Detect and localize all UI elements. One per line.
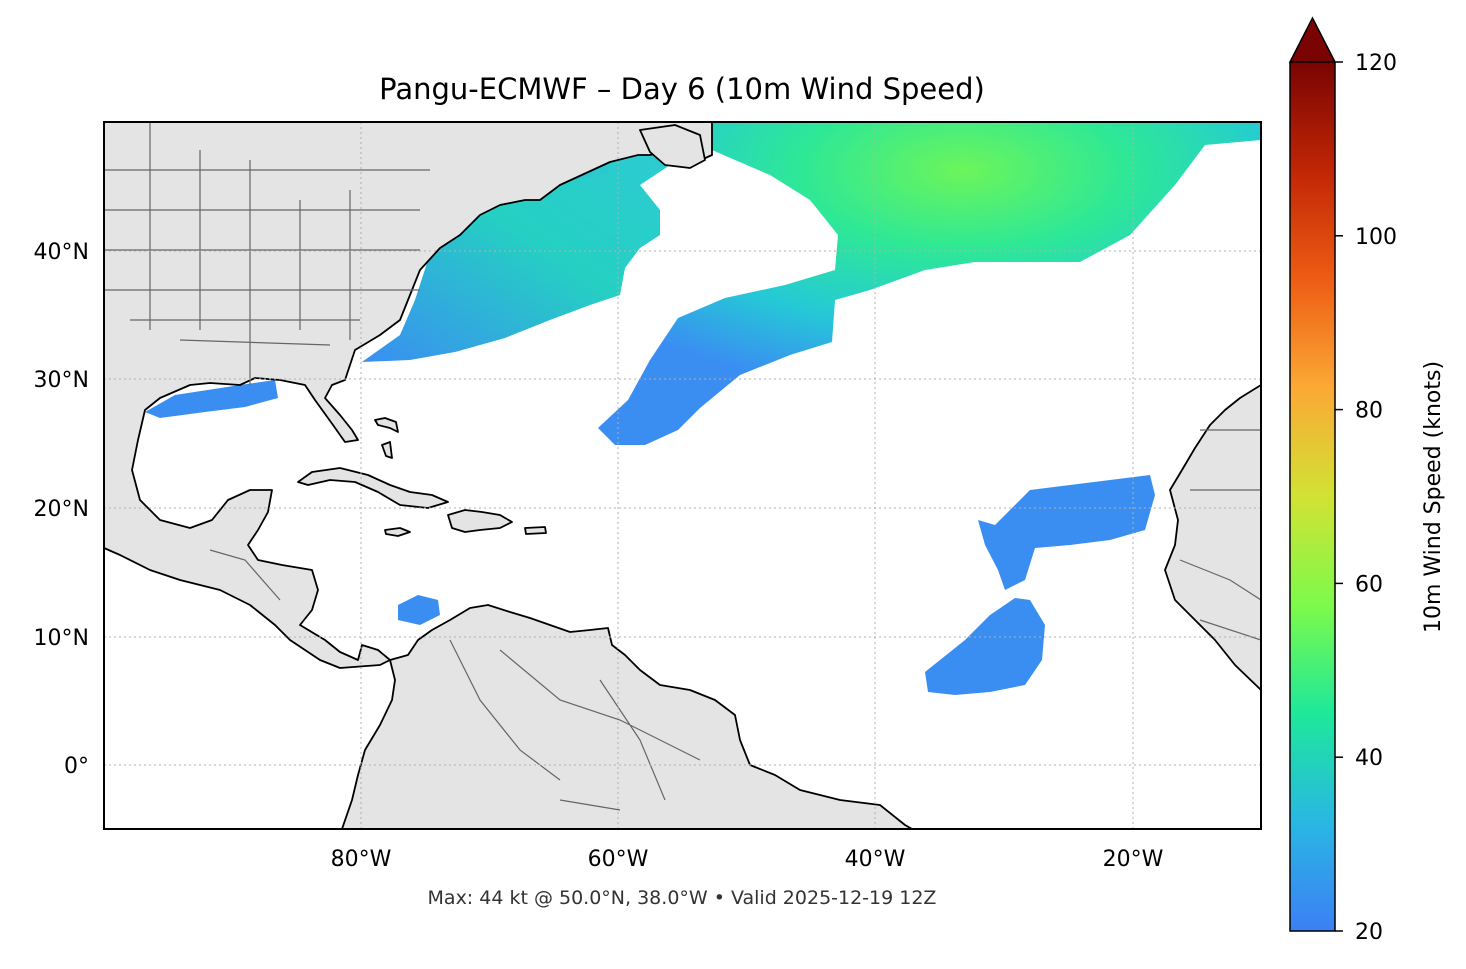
lat-label-0: 0°: [64, 754, 89, 779]
colorbar-ticks: 20 40 60 80 100 120: [1335, 51, 1397, 945]
colorbar-label: 10m Wind Speed (knots): [1421, 361, 1446, 633]
land-newfoundland: [639, 124, 706, 169]
max-wind-footer: Max: 44 kt @ 50.0°N, 38.0°W • Valid 2025…: [428, 887, 937, 909]
land-puerto-rico: [524, 526, 547, 535]
lat-label-10n: 10°N: [34, 626, 89, 651]
lat-label-30n: 30°N: [34, 368, 89, 393]
lon-label-60w: 60°W: [588, 847, 649, 872]
colorbar-tick-label: 20: [1355, 920, 1383, 945]
map-title: Pangu-ECMWF – Day 6 (10m Wind Speed): [379, 72, 985, 106]
colorbar-tick-label: 80: [1355, 399, 1383, 424]
lat-label-20n: 20°N: [34, 497, 89, 522]
colorbar-extend-triangle: [1288, 16, 1337, 63]
wind-tropical-atlantic-south: [925, 598, 1045, 695]
colorbar-tick-label: 100: [1355, 225, 1397, 250]
colorbar-tick-label: 40: [1355, 746, 1383, 771]
lon-label-80w: 80°W: [331, 847, 392, 872]
land-africa: [1164, 384, 1261, 691]
wind-gulf-of-mexico: [145, 380, 278, 418]
land-north-america: [104, 122, 713, 669]
map-frame: [103, 121, 1262, 830]
map-area: [104, 122, 1261, 829]
colorbar-gradient: [1290, 62, 1335, 931]
land: [104, 122, 1261, 829]
land-south-america: [341, 604, 913, 829]
wind-swath-north-atlantic: [598, 122, 1261, 445]
lat-label-40n: 40°N: [34, 240, 89, 265]
colorbar-outline: [1289, 62, 1336, 932]
wind-swath-us-coast: [362, 122, 712, 362]
lon-label-20w: 20°W: [1103, 847, 1164, 872]
political-borders: [104, 122, 1261, 811]
land-cuba: [297, 467, 449, 509]
colorbar-tick-label: 60: [1355, 572, 1383, 597]
colorbar-tick-label: 120: [1355, 51, 1397, 76]
colorbar: 20 40 60 80 100 120 10m Wind Speed (knots): [1288, 16, 1446, 945]
wind-speed-field: [145, 122, 1261, 695]
lon-label-40w: 40°W: [845, 847, 906, 872]
wind-tropical-atlantic-north: [978, 475, 1155, 590]
land-hispaniola: [447, 509, 513, 533]
land-jamaica: [384, 527, 411, 537]
wind-caribbean-patch: [398, 595, 440, 625]
land-bahamas: [374, 417, 399, 459]
